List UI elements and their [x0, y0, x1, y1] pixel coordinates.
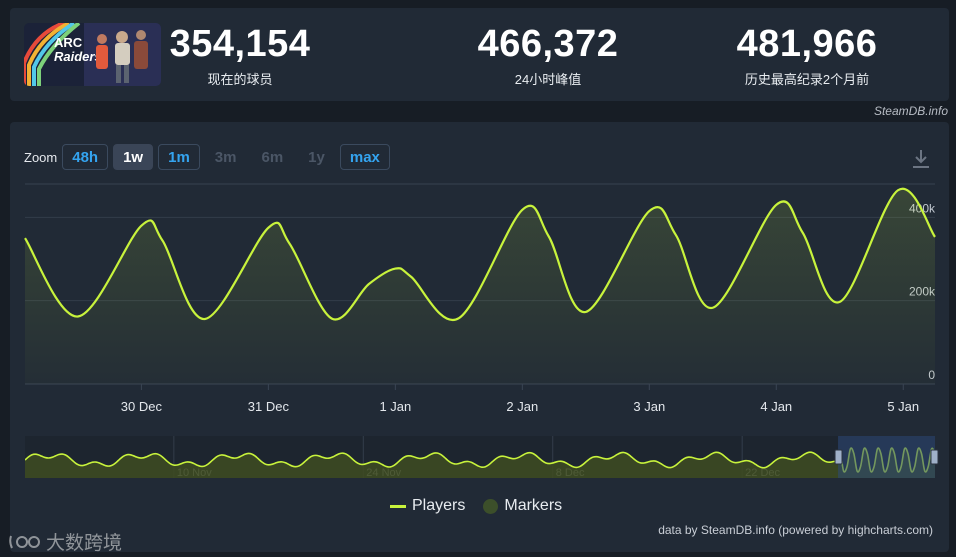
- x-tick-label: 1 Jan: [379, 399, 411, 414]
- stat-24h-peak: 466,372 24小时峰值: [438, 24, 658, 88]
- stat-all-time-peak-value: 481,966: [736, 23, 878, 65]
- players-line[interactable]: [24, 187, 936, 322]
- zoom-bar: Zoom 48h 1w 1m 3m 6m 1y max: [24, 143, 395, 171]
- navigator-selection[interactable]: [838, 436, 935, 478]
- svg-text:ARC: ARC: [54, 35, 83, 50]
- legend: Players Markers: [390, 497, 580, 515]
- x-axis: 30 Dec 31 Dec 1 Jan 2 Jan 3 Jan 4 Jan 5 Jan: [121, 384, 919, 414]
- watermark-logo-icon: [9, 535, 40, 548]
- x-tick-label: 30 Dec: [121, 399, 163, 414]
- zoom-1m-button[interactable]: 1m: [158, 144, 200, 170]
- legend-markers-label: Markers: [504, 497, 563, 514]
- x-tick-label: 3 Jan: [633, 399, 665, 414]
- zoom-6m-button: 6m: [261, 149, 284, 166]
- x-tick-label: 31 Dec: [248, 399, 290, 414]
- stat-all-time-peak: 481,966 历史最高纪录2个月前: [697, 24, 917, 88]
- navigator[interactable]: 10 Nov24 Nov8 Dec22 Dec: [25, 436, 939, 479]
- x-tick-label: 2 Jan: [506, 399, 538, 414]
- navigator-handle-left[interactable]: [834, 449, 843, 465]
- zoom-48h-button[interactable]: 48h: [62, 144, 109, 170]
- watermark: 大数跨境: [8, 528, 122, 555]
- svg-text:Raiders: Raiders: [54, 49, 102, 64]
- zoom-label: Zoom: [24, 149, 58, 165]
- stats-panel: ARC Raiders 354,154 现在的球员 466,372 24小时峰值…: [10, 8, 949, 101]
- stat-current-value: 354,154: [169, 23, 311, 65]
- arc-raiders-logo: ARC Raiders: [24, 23, 161, 86]
- zoom-3m-button: 3m: [214, 149, 237, 166]
- legend-markers-swatch: [483, 498, 499, 514]
- legend-players[interactable]: Players: [390, 497, 465, 515]
- navigator-line: [25, 447, 935, 473]
- legend-players-label: Players: [412, 497, 466, 514]
- legend-players-swatch: [390, 504, 406, 508]
- stat-all-time-peak-label: 历史最高纪录2个月前: [744, 72, 870, 87]
- chart-credits[interactable]: data by SteamDB.info (powered by highcha…: [658, 523, 933, 537]
- zoom-1y-button: 1y: [308, 149, 325, 166]
- chart-panel: Zoom 48h 1w 1m 3m 6m 1y max 30 Dec 31 Dec…: [10, 122, 949, 552]
- players-area: [25, 188, 935, 384]
- watermark-text: 大数跨境: [46, 533, 123, 554]
- stat-current-label: 现在的球员: [207, 72, 273, 87]
- stat-24h-peak-label: 24小时峰值: [514, 72, 582, 87]
- zoom-1w-button[interactable]: 1w: [113, 144, 154, 170]
- steamdb-credit[interactable]: SteamDB.info: [873, 104, 948, 118]
- game-thumbnail[interactable]: ARC Raiders: [24, 23, 161, 86]
- download-icon[interactable]: [911, 148, 931, 170]
- legend-markers[interactable]: Markers: [483, 497, 562, 515]
- navigator-handle-right[interactable]: [930, 449, 939, 465]
- navigator-area: [25, 448, 935, 478]
- stat-current: 354,154 现在的球员: [130, 24, 350, 88]
- x-tick-label: 4 Jan: [760, 399, 792, 414]
- stat-24h-peak-value: 466,372: [477, 23, 619, 65]
- zoom-max-button[interactable]: max: [339, 144, 390, 170]
- x-tick-label: 5 Jan: [887, 399, 919, 414]
